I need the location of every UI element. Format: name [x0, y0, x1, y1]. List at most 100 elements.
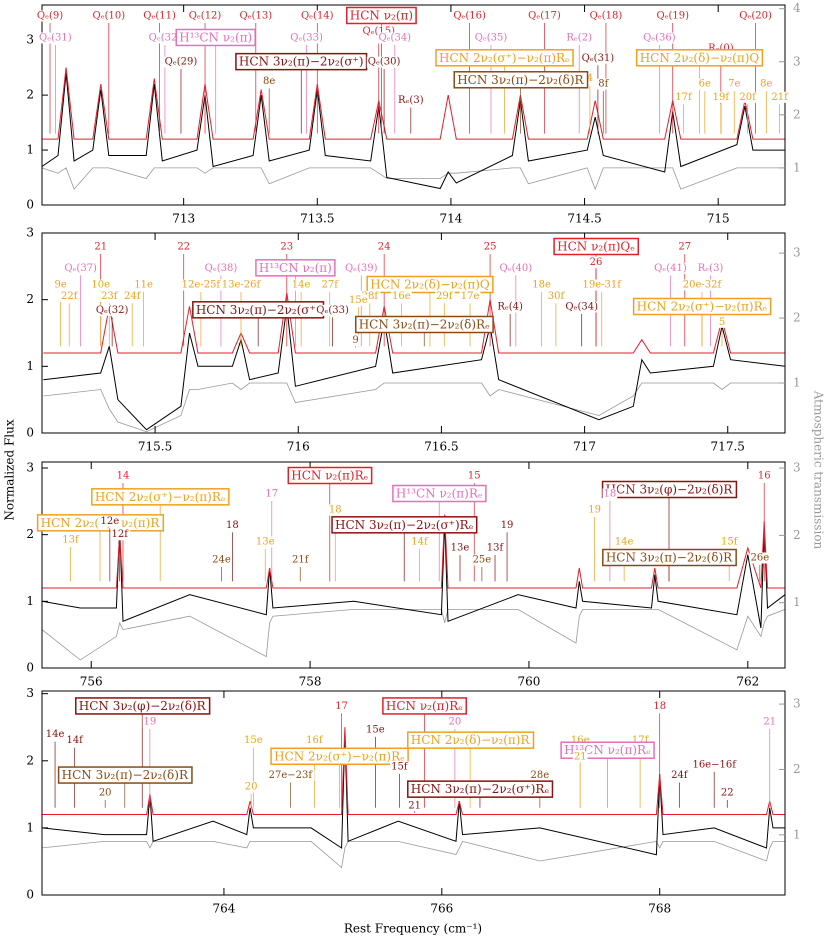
band-label: HCN ν₂(π)Rₑ	[386, 699, 463, 713]
line-label: Rₑ(3)	[698, 263, 724, 274]
label-box	[175, 28, 256, 47]
line-label: 13e-26f	[222, 280, 262, 291]
line-label: Qₑ(20)	[739, 10, 772, 21]
label-bg	[670, 770, 690, 782]
label-box	[57, 766, 193, 784]
line-label: 12e-25f	[182, 280, 222, 291]
x-tick-label: 715	[707, 212, 730, 226]
label-bg	[410, 536, 431, 548]
label-bg	[588, 10, 624, 22]
label-bg	[267, 770, 315, 782]
label-bg	[762, 716, 778, 728]
label-box	[553, 237, 640, 256]
line-label: 24e	[212, 555, 231, 566]
y2-tick-label: 2	[793, 107, 801, 121]
label-bg	[115, 470, 131, 482]
label-bg	[264, 488, 280, 500]
label-bg	[361, 25, 397, 37]
band-label: H¹³CN ν₂(π)	[179, 30, 252, 44]
line-label: 15f	[721, 537, 739, 548]
spectrum-line	[43, 292, 785, 354]
label-box	[346, 6, 417, 25]
y2-tick-label: 3	[793, 697, 801, 711]
line-label: 16f	[306, 735, 324, 746]
band-label: HCN ν₂(π)Rₑ	[291, 469, 368, 483]
label-bg	[531, 279, 553, 291]
line-label: Qₑ(35)	[475, 32, 508, 43]
label-bg	[749, 552, 771, 564]
line-label: 12e	[101, 516, 120, 527]
line-label: 8e	[263, 76, 275, 87]
line-label: 22	[177, 242, 190, 253]
line-label: 17	[335, 701, 348, 712]
label-bg	[585, 73, 595, 85]
label-bg	[366, 56, 402, 68]
band-label: HCN 3ν₂(φ)−2ν₂(δ)R	[79, 699, 207, 713]
label-bg	[569, 735, 591, 747]
spectrum-line	[42, 67, 785, 140]
label-bg	[187, 10, 223, 22]
label-bg	[110, 529, 131, 541]
label-bg	[642, 32, 677, 44]
line-label: 9e	[54, 280, 66, 291]
spectrum-line	[42, 73, 785, 190]
label-bg	[527, 10, 562, 22]
line-label: Qₑ(33)	[290, 32, 323, 43]
line-label: 28e	[531, 770, 550, 781]
label-bg	[360, 290, 381, 302]
line-label: Qₑ(13)	[240, 10, 273, 21]
line-label: 17	[265, 489, 278, 500]
y2-tick-label: 3	[793, 461, 801, 475]
x-tick-label: 717	[573, 440, 596, 454]
label-bg	[291, 554, 311, 566]
label-bg	[61, 534, 81, 546]
label-bg	[334, 700, 349, 712]
y2-tick-label: 1	[793, 376, 801, 390]
line-label: 5	[719, 317, 725, 328]
line-label: 27f	[322, 280, 340, 291]
line-label: 14e	[292, 280, 311, 291]
label-box	[632, 297, 772, 316]
line-label: 15e	[244, 735, 263, 746]
x-tick-label: 713	[172, 212, 195, 226]
y2-tick-label: 3	[793, 54, 801, 68]
line-label: Rₑ(2)	[566, 32, 592, 43]
line-label: 28f	[362, 291, 380, 302]
line-label: 20e-32f	[683, 280, 723, 291]
line-label: Qₑ(30)	[368, 57, 401, 68]
label-box	[407, 780, 554, 798]
spectrum-line	[42, 514, 785, 589]
line-label: 22f	[61, 291, 79, 302]
line-label: 16e	[571, 735, 590, 746]
line-label: 19e-31f	[583, 280, 623, 291]
label-bg	[100, 290, 120, 302]
y-tick-label: 0	[26, 198, 34, 212]
line-label: 18e	[532, 280, 551, 291]
label-bg	[90, 279, 112, 291]
label-box	[382, 697, 467, 715]
line-label: 14e	[46, 729, 65, 740]
label-bg	[681, 279, 724, 291]
label-bg	[565, 32, 594, 44]
label-bg	[180, 279, 223, 291]
line-label: 14f	[411, 537, 429, 548]
label-bg	[613, 536, 635, 548]
line-label: 24	[378, 242, 391, 253]
x-tick-label: 768	[648, 902, 671, 916]
label-bg	[759, 78, 774, 90]
label-bg	[93, 241, 109, 253]
label-bg	[697, 78, 713, 90]
label-bg	[485, 542, 506, 554]
label-bg	[262, 75, 277, 87]
label-bg	[122, 290, 143, 302]
band-label: HCN ν₂(π)Qₑ	[557, 240, 635, 254]
label-bg	[351, 334, 360, 346]
band-label: HCN 2ν₂(σ⁺)−ν₂(π)Rₑ	[274, 749, 405, 763]
plot-frame	[41, 232, 786, 434]
label-box	[435, 49, 574, 67]
label-bg	[391, 290, 412, 302]
line-label: 30f	[548, 291, 566, 302]
line-label: 18	[604, 489, 617, 500]
label-bg	[653, 262, 688, 274]
